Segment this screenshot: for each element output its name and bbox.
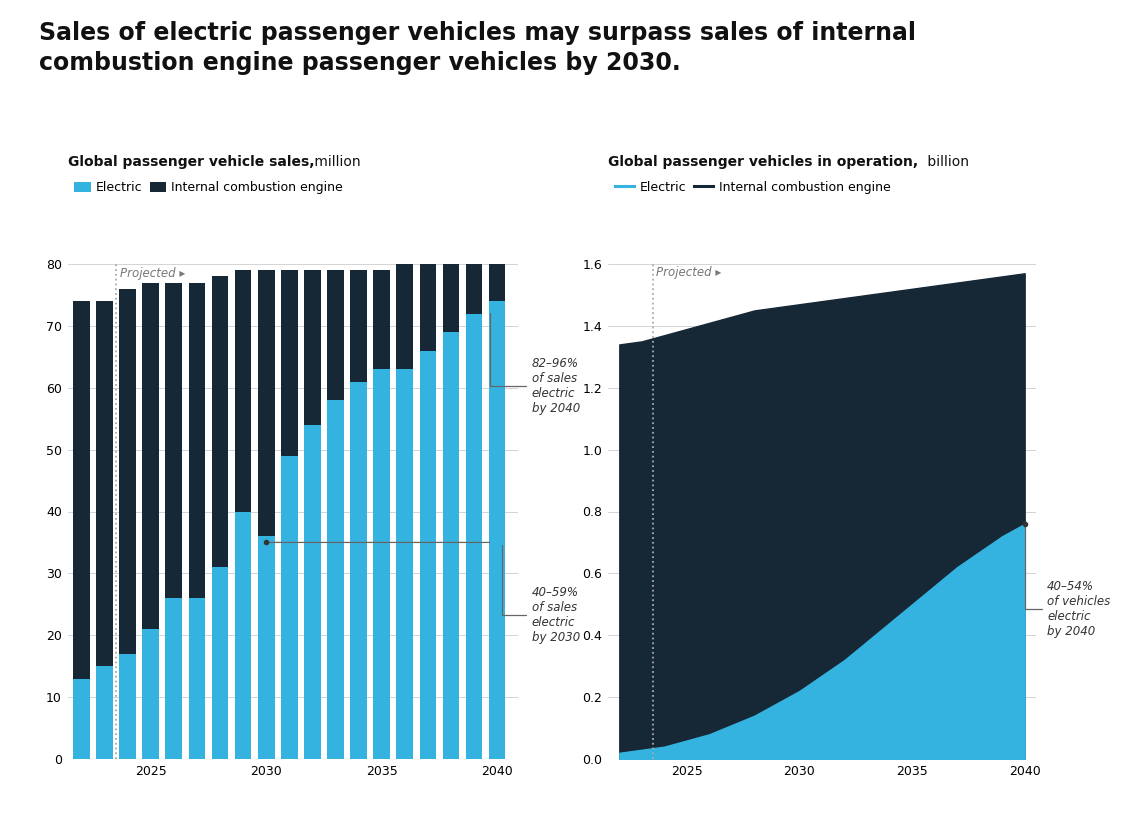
Text: 40–54%
of vehicles
electric
by 2040: 40–54% of vehicles electric by 2040: [1025, 526, 1110, 638]
Bar: [258, 271, 275, 536]
Bar: [142, 282, 159, 629]
Bar: [73, 678, 90, 759]
Bar: [443, 264, 459, 332]
Text: billion: billion: [923, 155, 969, 169]
Bar: [350, 381, 367, 759]
Bar: [282, 455, 297, 759]
Text: Global passenger vehicle sales,: Global passenger vehicle sales,: [68, 155, 314, 169]
Text: Global passenger vehicles in operation,: Global passenger vehicles in operation,: [608, 155, 918, 169]
Bar: [489, 264, 506, 301]
Bar: [235, 512, 251, 759]
Text: 40–59%
of sales
electric
by 2030: 40–59% of sales electric by 2030: [502, 545, 580, 644]
Bar: [396, 370, 413, 759]
Text: 82–96%
of sales
electric
by 2040: 82–96% of sales electric by 2040: [490, 314, 580, 415]
Text: million: million: [310, 155, 360, 169]
Text: Sales of electric passenger vehicles may surpass sales of internal: Sales of electric passenger vehicles may…: [39, 21, 917, 45]
Bar: [235, 271, 251, 512]
Bar: [396, 264, 413, 370]
Bar: [328, 400, 343, 759]
Legend: Electric, Internal combustion engine: Electric, Internal combustion engine: [70, 177, 348, 199]
Bar: [420, 351, 436, 759]
Bar: [466, 264, 482, 314]
Bar: [489, 301, 506, 759]
Bar: [350, 271, 367, 381]
Bar: [374, 370, 390, 759]
Text: combustion engine passenger vehicles by 2030.: combustion engine passenger vehicles by …: [39, 51, 681, 75]
Bar: [282, 271, 297, 455]
Bar: [188, 598, 205, 759]
Bar: [119, 653, 136, 759]
Bar: [166, 282, 182, 598]
Bar: [443, 332, 459, 759]
Bar: [96, 667, 113, 759]
Bar: [304, 271, 321, 425]
Bar: [166, 598, 182, 759]
Bar: [304, 425, 321, 759]
Bar: [96, 301, 113, 667]
Bar: [374, 271, 390, 370]
Bar: [212, 568, 229, 759]
Legend: Electric, Internal combustion engine: Electric, Internal combustion engine: [610, 177, 896, 199]
Bar: [328, 271, 343, 400]
Bar: [258, 536, 275, 759]
Bar: [142, 629, 159, 759]
Bar: [212, 276, 229, 568]
Bar: [73, 301, 90, 678]
Bar: [119, 289, 136, 653]
Text: Projected ▸: Projected ▸: [119, 267, 185, 280]
Bar: [188, 282, 205, 598]
Text: Projected ▸: Projected ▸: [656, 266, 722, 279]
Bar: [420, 264, 436, 351]
Bar: [466, 314, 482, 759]
